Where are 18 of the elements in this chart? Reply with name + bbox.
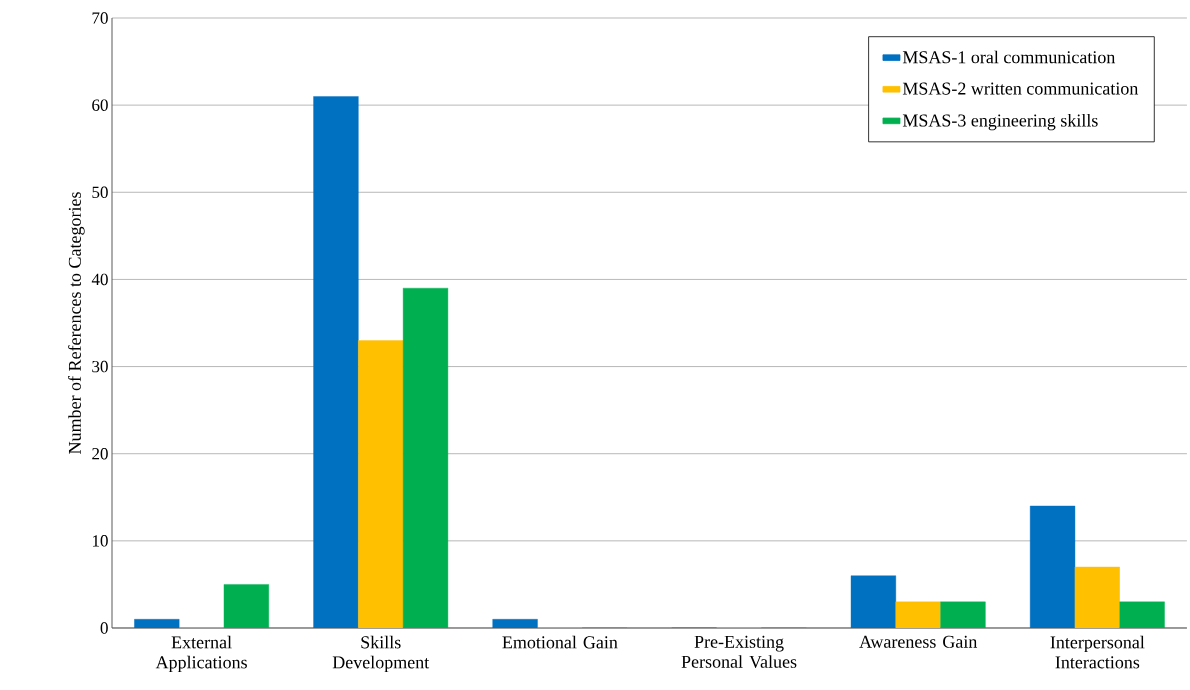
x-tick-label: Awareness Gain bbox=[859, 635, 978, 648]
x-tick-label: Pre-Existing Personal Values bbox=[681, 635, 797, 668]
y-tick-label: 40 bbox=[91, 273, 108, 286]
y-tick-label: 20 bbox=[92, 447, 108, 460]
y-tick-label: 0 bbox=[100, 622, 108, 634]
legend-label: MSAS-2 written communication bbox=[902, 82, 1139, 95]
y-tick-label: 60 bbox=[92, 99, 108, 111]
y-tick-label: 30 bbox=[92, 360, 108, 373]
y-axis-title: Number of References to Categories bbox=[68, 192, 85, 454]
x-tick-label: Skills Development bbox=[332, 635, 430, 673]
x-tick-label: External Applications bbox=[155, 635, 247, 673]
legend-label: MSAS-1 oral communication bbox=[902, 50, 1116, 64]
x-tick-label: Interpersonal Interactions bbox=[1050, 635, 1145, 669]
legend-label: MSAS-3 engineering skills bbox=[902, 113, 1098, 131]
x-tick-label: Emotional Gain bbox=[502, 635, 618, 649]
y-tick-label: 50 bbox=[92, 186, 108, 199]
y-tick-label: 10 bbox=[92, 535, 108, 547]
y-tick-label: 70 bbox=[92, 12, 108, 24]
